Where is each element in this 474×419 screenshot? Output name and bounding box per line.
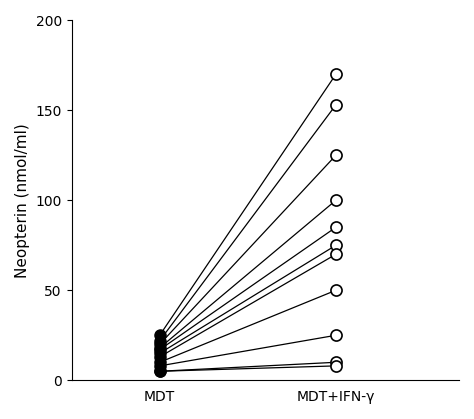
Y-axis label: Neopterin (nmol/ml): Neopterin (nmol/ml) — [15, 123, 30, 278]
